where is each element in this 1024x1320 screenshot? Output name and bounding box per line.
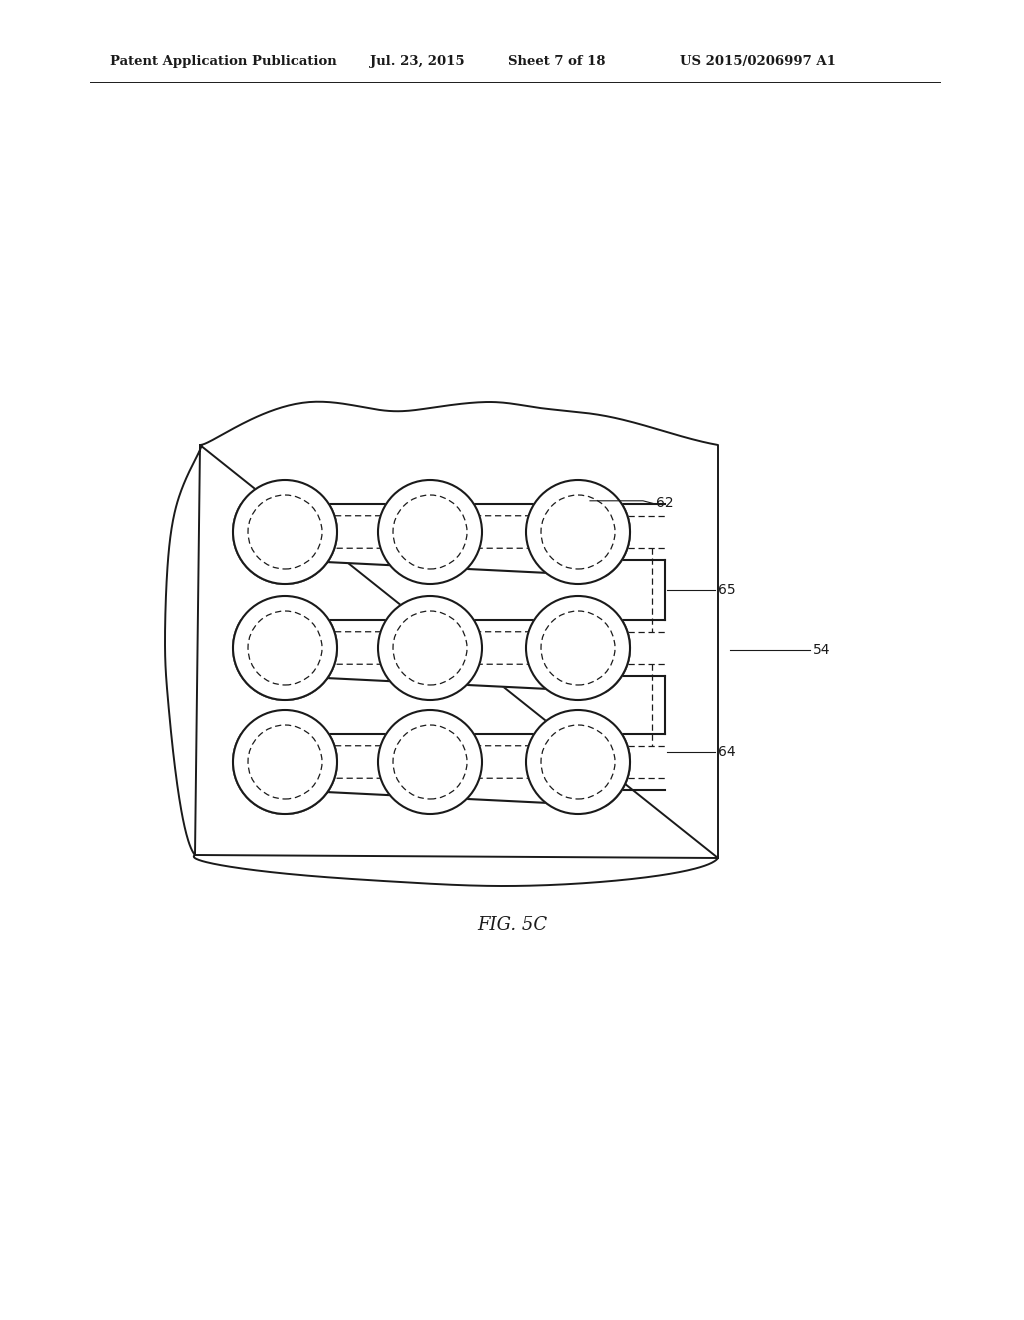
Text: Jul. 23, 2015: Jul. 23, 2015 xyxy=(370,55,465,69)
Polygon shape xyxy=(233,620,630,700)
Circle shape xyxy=(233,710,337,814)
Polygon shape xyxy=(233,504,630,583)
Circle shape xyxy=(526,597,630,700)
Text: 54: 54 xyxy=(813,643,830,657)
Circle shape xyxy=(526,710,630,814)
Text: US 2015/0206997 A1: US 2015/0206997 A1 xyxy=(680,55,836,69)
Polygon shape xyxy=(233,734,630,814)
Circle shape xyxy=(233,480,337,583)
Circle shape xyxy=(526,480,630,583)
Text: Sheet 7 of 18: Sheet 7 of 18 xyxy=(508,55,605,69)
Polygon shape xyxy=(165,401,718,886)
Circle shape xyxy=(233,597,337,700)
Text: 62: 62 xyxy=(656,496,674,511)
Circle shape xyxy=(378,480,482,583)
Text: FIG. 5C: FIG. 5C xyxy=(477,916,547,935)
Text: 65: 65 xyxy=(718,583,735,597)
Circle shape xyxy=(378,710,482,814)
Text: 64: 64 xyxy=(718,744,735,759)
Circle shape xyxy=(378,597,482,700)
Text: Patent Application Publication: Patent Application Publication xyxy=(110,55,337,69)
